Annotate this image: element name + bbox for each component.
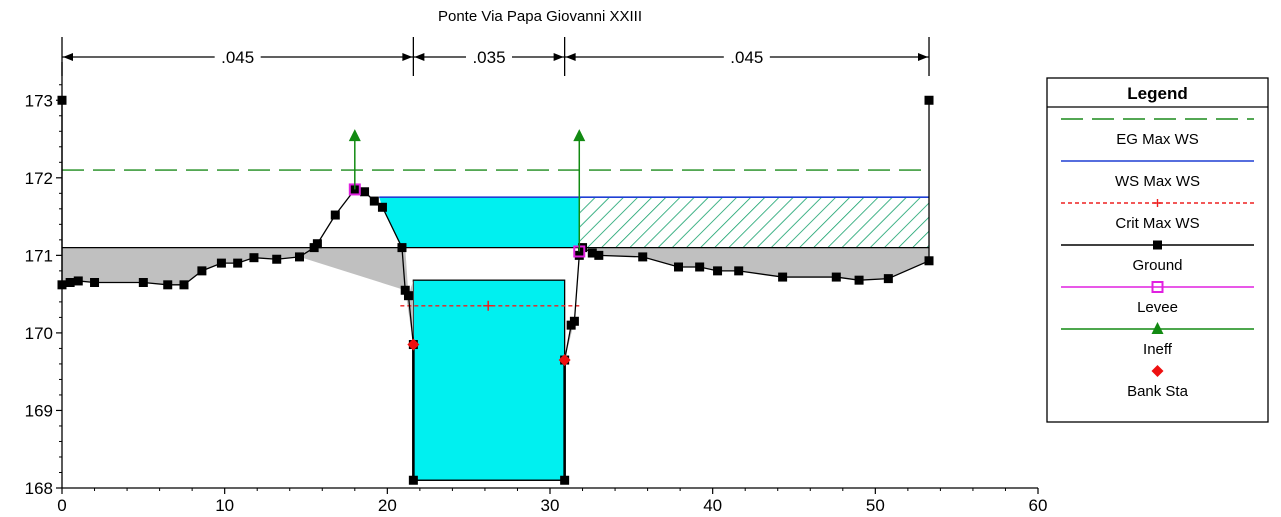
y-tick-label: 169 [25,401,53,420]
x-tick-label: 60 [1029,496,1048,515]
bridge-deck-fill [62,247,930,361]
ground-point [574,250,584,260]
ground-point [403,291,413,301]
ground-point [90,278,100,287]
ground-point [330,210,340,220]
ground-point [594,250,604,260]
x-tick-label: 20 [378,496,397,515]
manning-label: .035 [472,48,505,67]
ineffective-flow-area [579,197,930,248]
ground-point [569,316,579,326]
legend-box [1046,77,1269,423]
x-tick-label: 50 [866,496,885,515]
y-tick-label: 170 [25,324,53,343]
ground-point [272,254,282,264]
ground-point [695,262,705,272]
x-tick-label: 0 [57,496,66,515]
legend-symbol [1151,322,1164,334]
ineff-marker [348,129,361,142]
manning-arrow [402,53,413,61]
manning-arrow [63,53,73,61]
x-tick-label: 10 [215,496,234,515]
legend: Legend EG Max WS WS Max WS Crit Max WS Groun… [1046,77,1269,423]
y-tick-label: 168 [25,479,53,498]
ground-point [778,272,788,282]
manning-label-bg [723,48,770,65]
ground-point [560,475,570,485]
ground-point [369,196,379,206]
manning-label-bg [214,48,261,65]
manning-arrow [553,53,564,61]
plot-area: 0 10 20 30 40 50 60 168 169 170 171 172 173 .045 .035.… [25,37,1048,515]
ground-point [924,95,934,105]
legend-entry-label: EG Max WS [1116,131,1199,148]
ground-point [360,187,370,197]
legend-symbol [1153,199,1162,207]
ground-point [854,275,864,285]
legend-symbol [1153,240,1162,250]
ineff-marker [573,129,586,142]
ground-point [179,280,189,290]
ground-point [713,266,723,276]
ground-point [294,252,304,262]
manning-label: .045 [730,48,763,67]
ground-point [587,248,597,258]
ground-point [883,274,893,284]
ground-point [578,243,588,253]
bridge-opening [412,279,566,481]
ground-point [397,243,407,253]
ground-point [638,252,648,262]
manning-arrow [918,53,929,61]
y-tick-label: 173 [25,91,53,110]
manning-arrow [414,53,425,61]
ground-point [400,285,410,295]
ground-point [249,253,259,263]
manning-label: .045 [221,48,254,67]
bank-station-marker [407,338,420,351]
ground-point [73,276,83,286]
legend-entry-label: Ineff [1143,341,1173,358]
ground-point [734,266,744,276]
legend-entry-label: Bank Sta [1127,383,1189,400]
x-tick-label: 40 [703,496,722,515]
ground-point [674,262,684,272]
ground-point [233,258,243,268]
crit-marker [483,300,494,311]
ground-point [65,278,75,287]
ground-point [377,202,387,212]
legend-symbol [1151,281,1164,293]
y-tick-label: 172 [25,169,53,188]
ground-point [138,278,148,287]
manning-arrow [565,53,576,61]
legend-entry-label: WS Max WS [1115,173,1200,190]
legend-entry-label: Ground [1132,257,1182,274]
x-tick-label: 30 [541,496,560,515]
ground-point [216,258,226,268]
ground-point [408,475,418,485]
y-tick-label: 171 [25,246,53,265]
legend-entry-label: Levee [1137,299,1178,316]
legend-symbol [1151,365,1164,377]
ground-point [163,280,173,290]
chart-title: Ponte Via Papa Giovanni XXIII [438,8,642,25]
ground-point [924,256,934,266]
ground-point [831,272,841,282]
bank-station-marker [558,354,571,367]
legend-title: Legend [1127,84,1187,103]
water-fill-main [379,197,580,248]
ground-point [312,239,322,249]
manning-label-bg [466,48,512,65]
legend-entry-label: Crit Max WS [1115,215,1199,232]
ground-point [197,266,207,276]
